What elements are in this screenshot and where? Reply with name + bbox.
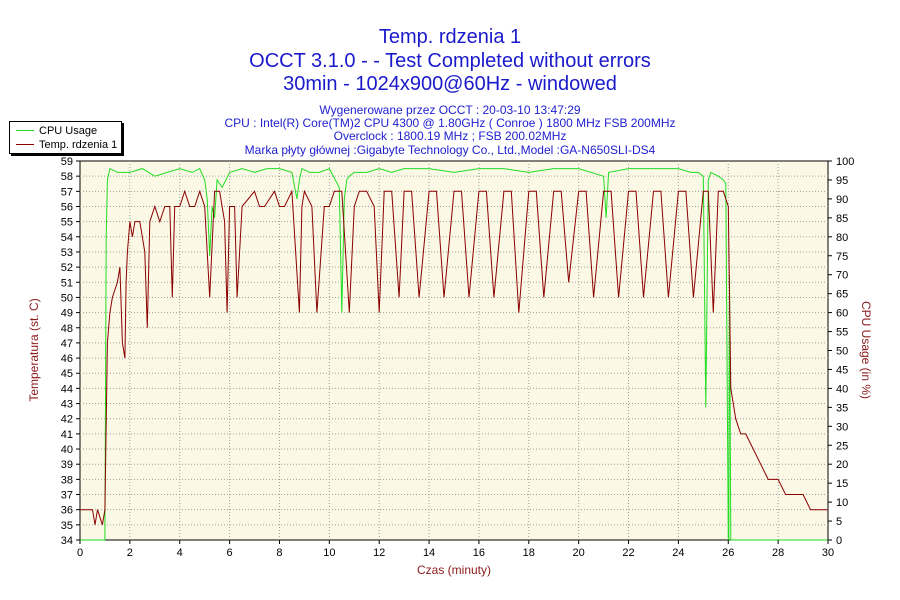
y-right-tick-label: 20 <box>836 459 848 471</box>
y-right-tick-label: 30 <box>836 421 848 433</box>
legend-item-temperature: Temp. rdzenia 1 <box>16 138 117 151</box>
x-tick-label: 30 <box>822 547 834 559</box>
x-tick-label: 16 <box>473 547 485 559</box>
x-tick-label: 26 <box>722 547 734 559</box>
x-tick-label: 14 <box>423 547 435 559</box>
y-right-tick-label: 35 <box>836 402 848 414</box>
y-left-tick-label: 35 <box>61 520 73 532</box>
plot-area <box>79 160 829 541</box>
info-overclock: Overclock : 1800.19 MHz ; FSB 200.02MHz <box>333 129 567 143</box>
y-left-tick-label: 41 <box>61 429 73 441</box>
x-tick-label: 10 <box>323 547 335 559</box>
legend-label-cpu-usage: CPU Usage <box>39 124 98 137</box>
info-cpu: CPU : Intel(R) Core(TM)2 CPU 4300 @ 1.80… <box>224 116 676 130</box>
x-tick-label: 24 <box>672 547 684 559</box>
y-right-tick-label: 15 <box>836 478 848 490</box>
y-left-tick-label: 58 <box>61 171 73 183</box>
info-generated: Wygenerowane przez OCCT : 20-03-10 13:47… <box>319 103 581 117</box>
y-left-tick-label: 42 <box>61 414 73 426</box>
legend-label-temperature: Temp. rdzenia 1 <box>39 138 118 151</box>
y-right-tick-label: 60 <box>836 308 848 320</box>
y-right-tick-label: 0 <box>836 535 842 547</box>
y-left-tick-label: 36 <box>61 505 73 517</box>
y-right-tick-label: 100 <box>836 156 854 168</box>
y-right-tick-label: 90 <box>836 194 848 206</box>
y-left-tick-label: 47 <box>61 338 73 350</box>
y-right-tick-label: 75 <box>836 251 848 263</box>
y-right-tick-label: 50 <box>836 346 848 358</box>
y-left-tick-label: 56 <box>61 201 73 213</box>
y-right-tick-label: 95 <box>836 175 848 187</box>
x-axis-label: Czas (minuty) <box>417 563 491 577</box>
y-left-tick-label: 54 <box>61 232 73 244</box>
x-tick-label: 0 <box>77 547 83 559</box>
y-left-tick-label: 52 <box>61 262 73 274</box>
y-left-tick-label: 38 <box>61 474 73 486</box>
series-line-temperature <box>80 189 828 525</box>
y-right-tick-label: 55 <box>836 327 848 339</box>
x-tick-label: 22 <box>622 547 634 559</box>
y-left-tick-label: 51 <box>61 277 73 289</box>
y-left-tick-label: 43 <box>61 399 73 411</box>
y-right-tick-label: 65 <box>836 289 848 301</box>
x-tick-label: 6 <box>227 547 233 559</box>
x-tick-label: 2 <box>127 547 133 559</box>
axis-ticks: 0 2 4 6 8 10 12 14 16 18 20 22 24 26 28 303435363738394… <box>61 156 855 559</box>
y-axis-label-right: CPU Usage (in %) <box>859 301 873 399</box>
y-left-tick-label: 57 <box>61 186 73 198</box>
legend-item-cpu-usage: CPU Usage <box>16 124 97 137</box>
x-tick-label: 20 <box>573 547 585 559</box>
y-left-tick-label: 49 <box>61 308 73 320</box>
info-motherboard: Marka płyty głównej :Gigabyte Technology… <box>244 143 656 157</box>
y-left-tick-label: 48 <box>61 323 73 335</box>
legend: CPU Usage Temp. rdzenia 1 <box>9 121 122 154</box>
series-line-cpu-usage <box>80 167 828 541</box>
series-lines <box>80 167 828 541</box>
y-left-tick-label: 55 <box>61 217 73 229</box>
y-right-tick-label: 80 <box>836 232 848 244</box>
y-left-tick-label: 46 <box>61 353 73 365</box>
x-tick-label: 12 <box>373 547 385 559</box>
y-right-tick-label: 85 <box>836 213 848 225</box>
y-left-tick-label: 50 <box>61 292 73 304</box>
y-right-tick-label: 10 <box>836 497 848 509</box>
y-left-tick-label: 40 <box>61 444 73 456</box>
y-left-tick-label: 39 <box>61 459 73 471</box>
chart-title: Temp. rdzenia 1 <box>378 26 522 48</box>
y-right-tick-label: 70 <box>836 270 848 282</box>
y-right-tick-label: 40 <box>836 383 848 395</box>
legend-swatch-temperature <box>16 144 34 145</box>
y-left-tick-label: 53 <box>61 247 73 259</box>
y-left-tick-label: 44 <box>61 383 73 395</box>
y-axis-label-left: Temperatura (st. C) <box>27 298 41 401</box>
chart-subtitle-test: OCCT 3.1.0 - - Test Completed without er… <box>249 50 651 72</box>
y-right-tick-label: 25 <box>836 440 848 452</box>
chart-subtitle-config: 30min - 1024x900@60Hz - windowed <box>283 73 617 95</box>
y-left-tick-label: 59 <box>61 156 73 168</box>
legend-swatch-cpu-usage <box>16 130 34 131</box>
x-tick-label: 4 <box>177 547 183 559</box>
y-left-tick-label: 45 <box>61 368 73 380</box>
y-right-tick-label: 5 <box>836 516 842 528</box>
x-tick-label: 8 <box>276 547 282 559</box>
y-left-tick-label: 34 <box>61 535 73 547</box>
x-tick-label: 28 <box>772 547 784 559</box>
x-tick-label: 18 <box>523 547 535 559</box>
y-right-tick-label: 45 <box>836 364 848 376</box>
y-left-tick-label: 37 <box>61 490 73 502</box>
